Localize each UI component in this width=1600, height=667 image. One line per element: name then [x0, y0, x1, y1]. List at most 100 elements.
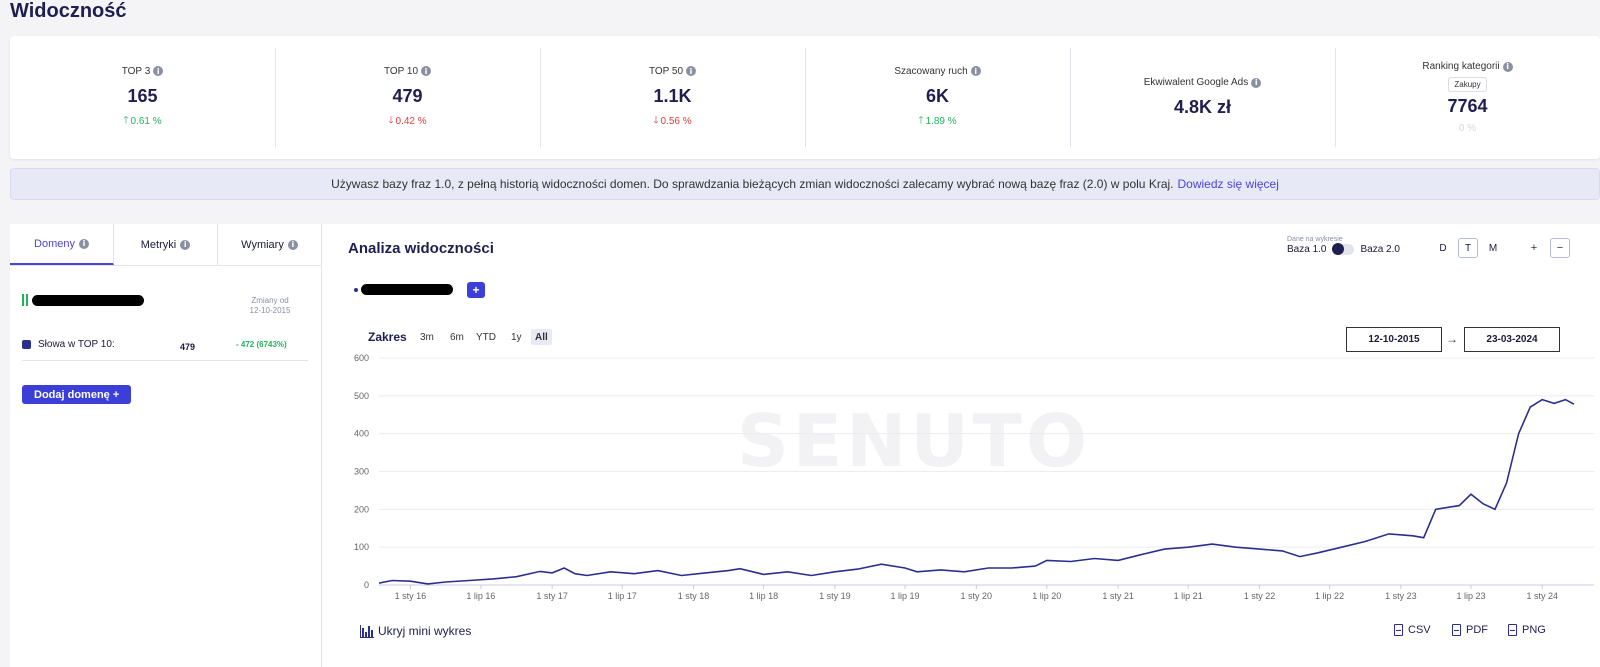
period-day-button[interactable]: D [1439, 242, 1447, 254]
zoom-out-button[interactable]: − [1550, 238, 1570, 258]
learn-more-link[interactable]: Dowiedz się więcej [1177, 177, 1279, 191]
kpi-value: 4.8K zł [1173, 97, 1232, 117]
redacted-series-name [361, 284, 453, 295]
tabs: Domeny i Metryki i Wymiary i [10, 224, 321, 266]
changes-since-label: Zmiany od [251, 296, 289, 305]
hide-mini-chart-button[interactable]: Ukryj mini wykres [360, 624, 471, 638]
info-icon[interactable]: i [970, 66, 981, 76]
changes-since: Zmiany od 12-10-2015 [240, 296, 300, 316]
category-tag[interactable]: Zakupy [1448, 77, 1487, 92]
date-to-input[interactable]: 23-03-2024 [1464, 327, 1560, 352]
base-toggle: Dane na wykresie Baza 1.0 Baza 2.0 [1287, 236, 1400, 255]
y-tick-label: 500 [354, 391, 369, 401]
kpi-google-ads-equivalent: Ekwiwalent Google Ads i 4.8K zł [1070, 36, 1335, 159]
y-tick-label: 200 [354, 504, 369, 514]
period-week-button[interactable]: T [1458, 238, 1478, 258]
export-csv-button[interactable]: CSV [1394, 624, 1431, 636]
x-tick-label: 1 sty 16 [395, 591, 427, 601]
add-series-button[interactable]: + [467, 282, 485, 298]
info-icon[interactable]: i [153, 66, 164, 76]
kpi-label: Szacowany ruch [894, 65, 968, 77]
info-icon[interactable]: i [78, 238, 89, 249]
series-line[interactable] [378, 398, 1575, 585]
y-tick-label: 0 [364, 580, 369, 590]
kpi-top10: TOP 10 i 479 🡓 0.42 % [275, 36, 540, 159]
range-ytd-button[interactable]: YTD [476, 331, 496, 343]
add-domain-button[interactable]: Dodaj domenę + [22, 385, 132, 404]
tab-label: Domeny [34, 237, 75, 250]
y-tick-label: 100 [354, 542, 369, 552]
redacted-domain [32, 294, 144, 306]
base-switch[interactable] [1332, 243, 1355, 255]
mini-chart-label: Ukryj mini wykres [378, 624, 472, 638]
range-all-button[interactable]: All [531, 329, 552, 345]
csv-file-icon [1394, 624, 1403, 636]
bar-chart-icon [360, 624, 374, 638]
banner-text: Używasz bazy fraz 1.0, z pełną historią … [331, 177, 1174, 191]
export-label: CSV [1408, 624, 1431, 636]
zoom-in-button[interactable]: + [1530, 242, 1538, 254]
info-icon[interactable]: i [1251, 77, 1262, 88]
arrow-down-icon: 🡓 [388, 114, 394, 126]
tab-metrics[interactable]: Metryki i [114, 224, 218, 265]
x-axis: 1 sty 16 1 lip 16 1 sty 17 1 lip 17 1 sty 18… [395, 585, 1558, 601]
metric-value: 479 [180, 342, 196, 352]
domain-row [22, 294, 144, 306]
x-tick-label: 1 lip 22 [1315, 591, 1344, 601]
metric-row: Słowa w TOP 10: 479 - 472 (6743%) [22, 334, 308, 361]
base-toggle-caption: Dane na wykresie [1287, 236, 1343, 243]
x-tick-label: 1 lip 21 [1174, 591, 1203, 601]
kpi-value: 1.1K [653, 85, 692, 106]
kpi-label: Ekwiwalent Google Ads [1143, 77, 1249, 88]
x-tick-label: 1 sty 18 [678, 591, 710, 601]
pdf-file-icon [1452, 624, 1461, 636]
kpi-value: 479 [392, 85, 423, 106]
x-tick-label: 1 sty 21 [1102, 591, 1134, 601]
x-tick-label: 1 sty 23 [1385, 591, 1417, 601]
info-icon[interactable]: i [421, 66, 432, 76]
info-icon[interactable]: i [1502, 61, 1513, 72]
kpi-change: 0.61 % [130, 115, 162, 127]
info-icon[interactable]: i [287, 239, 298, 250]
range-3m-button[interactable]: 3m [420, 331, 434, 343]
range-6m-button[interactable]: 6m [450, 331, 464, 343]
y-axis: 0 100 200 300 400 500 600 [354, 353, 369, 590]
info-icon[interactable]: i [180, 239, 191, 250]
kpi-category-ranking: Ranking kategorii i Zakupy 7764 0 % [1335, 36, 1600, 159]
x-tick-label: 1 sty 20 [961, 591, 993, 601]
chart-title: Analiza widoczności [348, 240, 494, 257]
export-png-button[interactable]: PNG [1508, 624, 1546, 636]
export-label: PDF [1466, 624, 1488, 636]
x-tick-label: 1 lip 17 [608, 591, 637, 601]
metric-label: Słowa w TOP 10: [38, 339, 115, 350]
kpi-top50: TOP 50 i 1.1K 🡓 0.56 % [540, 36, 805, 159]
x-tick-label: 1 sty 24 [1526, 591, 1558, 601]
tab-label: Metryki [140, 238, 177, 251]
visibility-chart[interactable]: SENUTO 0 100 200 300 400 500 600 1 sty 16 1 lip… [322, 348, 1600, 618]
drag-handle-icon[interactable] [22, 294, 28, 306]
period-month-button[interactable]: M [1488, 242, 1498, 254]
kpi-change: 0.42 % [395, 115, 427, 127]
date-from-input[interactable]: 12-10-2015 [1346, 327, 1442, 352]
range-label: Zakres [368, 330, 407, 344]
export-label: PNG [1522, 624, 1546, 636]
range-1y-button[interactable]: 1y [511, 331, 522, 343]
kpi-value: 7764 [1447, 96, 1488, 116]
chart-grid [379, 357, 1594, 586]
y-tick-label: 300 [354, 467, 369, 477]
x-tick-label: 1 lip 23 [1456, 591, 1485, 601]
main-panel: Analiza widoczności Dane na wykresie Baz… [322, 224, 1600, 667]
info-icon[interactable]: i [686, 66, 697, 76]
tab-domains[interactable]: Domeny i [10, 224, 114, 265]
kpi-change: 0.56 % [660, 115, 692, 127]
export-pdf-button[interactable]: PDF [1452, 624, 1488, 636]
kpi-estimated-traffic: Szacowany ruch i 6K 🡑 1.89 % [805, 36, 1070, 159]
x-tick-label: 1 lip 20 [1032, 591, 1061, 601]
kpi-change: 0 % [1458, 123, 1477, 134]
tab-dimensions[interactable]: Wymiary i [218, 224, 321, 265]
kpi-label: TOP 10 [383, 65, 419, 77]
kpi-change: 1.89 % [925, 115, 957, 127]
series-chip [354, 284, 453, 295]
